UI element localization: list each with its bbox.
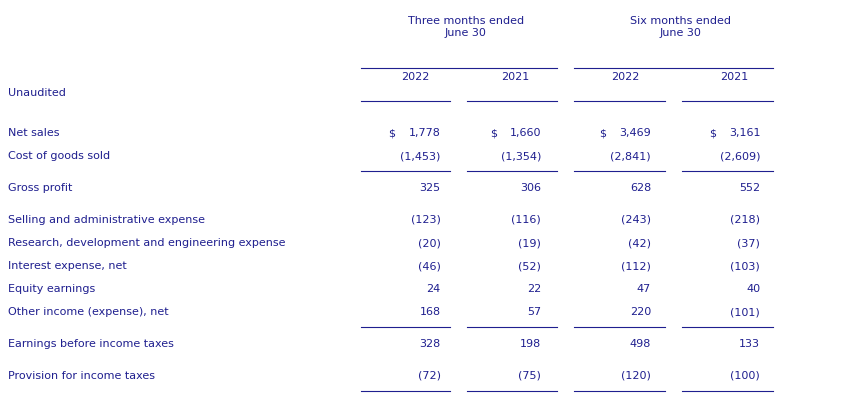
Text: Research, development and engineering expense: Research, development and engineering ex… (8, 238, 285, 248)
Text: 552: 552 (739, 183, 760, 193)
Text: (101): (101) (730, 307, 760, 317)
Text: Gross profit: Gross profit (8, 183, 72, 193)
Text: 2022: 2022 (400, 72, 430, 82)
Text: 3,161: 3,161 (728, 128, 760, 138)
Text: (1,354): (1,354) (501, 151, 541, 161)
Text: (100): (100) (730, 371, 760, 381)
Text: 3,469: 3,469 (619, 128, 651, 138)
Text: 24: 24 (426, 284, 441, 294)
Text: (42): (42) (628, 238, 651, 248)
Text: (120): (120) (621, 371, 651, 381)
Text: 40: 40 (746, 284, 760, 294)
Text: 328: 328 (419, 339, 441, 349)
Text: 628: 628 (630, 183, 651, 193)
Text: Cost of goods sold: Cost of goods sold (8, 151, 110, 161)
Text: Net sales: Net sales (8, 128, 59, 138)
Text: 220: 220 (630, 307, 651, 317)
Text: 2021: 2021 (721, 72, 748, 82)
Text: (37): (37) (737, 238, 760, 248)
Text: (218): (218) (730, 215, 760, 225)
Text: 498: 498 (630, 339, 651, 349)
Text: 325: 325 (419, 183, 441, 193)
Text: $: $ (388, 128, 395, 138)
Text: 306: 306 (521, 183, 541, 193)
Text: $: $ (490, 128, 497, 138)
Text: Six months ended
June 30: Six months ended June 30 (630, 16, 731, 37)
Text: 2021: 2021 (502, 72, 529, 82)
Text: (112): (112) (621, 261, 651, 271)
Text: (19): (19) (518, 238, 541, 248)
Text: 133: 133 (740, 339, 760, 349)
Text: (75): (75) (518, 371, 541, 381)
Text: 47: 47 (637, 284, 651, 294)
Text: 1,778: 1,778 (409, 128, 441, 138)
Text: (103): (103) (730, 261, 760, 271)
Text: (2,609): (2,609) (720, 151, 760, 161)
Text: (116): (116) (511, 215, 541, 225)
Text: (123): (123) (411, 215, 441, 225)
Text: 57: 57 (527, 307, 541, 317)
Text: 198: 198 (520, 339, 541, 349)
Text: 1,660: 1,660 (509, 128, 541, 138)
Text: Unaudited: Unaudited (8, 88, 66, 98)
Text: (243): (243) (621, 215, 651, 225)
Text: 168: 168 (419, 307, 441, 317)
Text: Other income (expense), net: Other income (expense), net (8, 307, 168, 317)
Text: Three months ended
June 30: Three months ended June 30 (407, 16, 524, 37)
Text: (1,453): (1,453) (400, 151, 441, 161)
Text: 2022: 2022 (611, 72, 640, 82)
Text: (52): (52) (518, 261, 541, 271)
Text: (20): (20) (417, 238, 441, 248)
Text: (72): (72) (417, 371, 441, 381)
Text: Interest expense, net: Interest expense, net (8, 261, 127, 271)
Text: $: $ (709, 128, 716, 138)
Text: Provision for income taxes: Provision for income taxes (8, 371, 155, 381)
Text: (2,841): (2,841) (611, 151, 651, 161)
Text: 22: 22 (527, 284, 541, 294)
Text: (46): (46) (417, 261, 441, 271)
Text: Selling and administrative expense: Selling and administrative expense (8, 215, 205, 225)
Text: $: $ (600, 128, 606, 138)
Text: Earnings before income taxes: Earnings before income taxes (8, 339, 174, 349)
Text: Equity earnings: Equity earnings (8, 284, 95, 294)
